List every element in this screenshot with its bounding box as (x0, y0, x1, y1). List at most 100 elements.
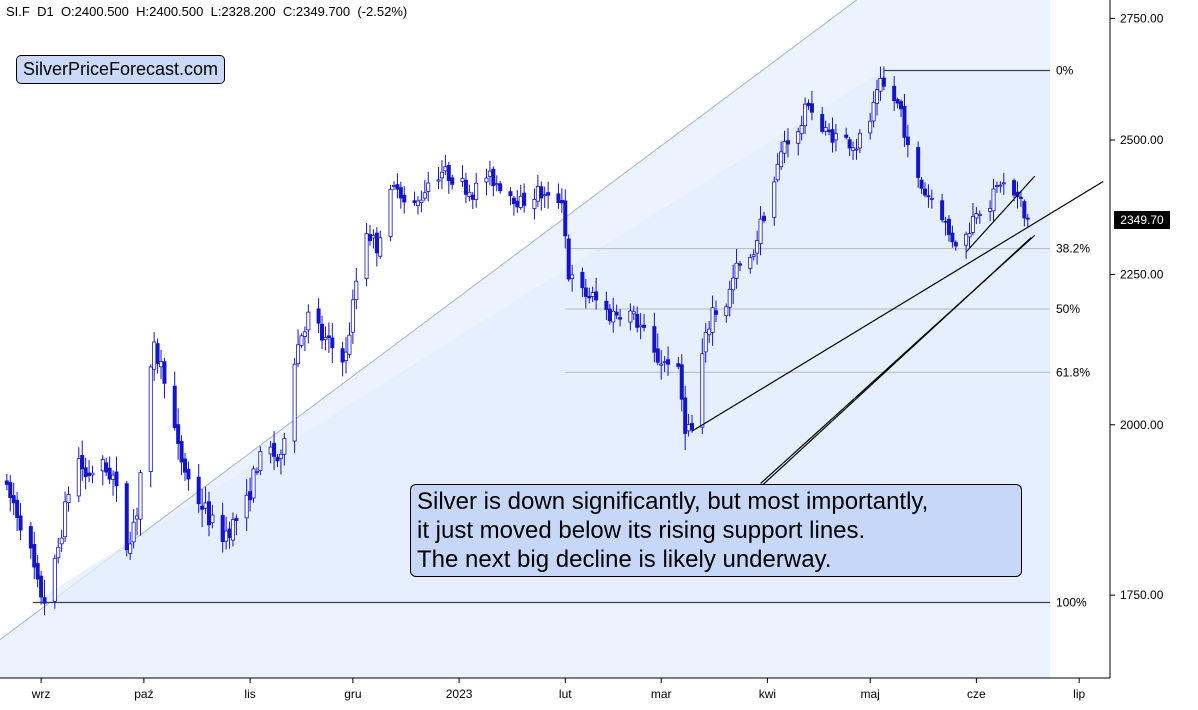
candle-bullish (152, 341, 157, 370)
candle-bullish (518, 195, 523, 208)
x-tick-label: wrz (31, 687, 51, 701)
candle-bullish (796, 131, 801, 144)
candle-bearish (446, 164, 451, 182)
annotation-line-1: Silver is down significantly, but most i… (417, 488, 929, 515)
candle-bearish (87, 472, 92, 477)
trend-channel-line (0, 0, 857, 641)
candle-bearish (563, 200, 568, 237)
annotation-line-2: it just moved below its rising support l… (417, 517, 866, 544)
candle-bearish (374, 232, 379, 254)
x-tick-label: maj (861, 687, 880, 701)
candle-bullish (988, 207, 993, 212)
candle-bearish (604, 300, 609, 310)
candle-bearish (227, 528, 232, 538)
candle-bearish (1022, 201, 1027, 219)
candle-bearish (881, 77, 886, 87)
candle-bearish (39, 575, 44, 598)
candle-bullish (111, 474, 116, 480)
candle-bullish (76, 458, 81, 497)
candle-bullish (542, 194, 547, 197)
candle-bearish (104, 462, 109, 473)
candle-bearish (642, 324, 647, 328)
candle-bullish (230, 519, 235, 541)
candle-bullish (391, 185, 396, 187)
annotation-box: Silver is down significantly, but most i… (410, 484, 1022, 577)
support-line (760, 237, 1032, 488)
candle-bullish (90, 472, 95, 476)
candle-bullish (436, 179, 441, 182)
candle-bearish (162, 361, 167, 384)
candle-bullish (611, 310, 616, 323)
candle-bullish (929, 197, 934, 200)
candle-bullish (135, 515, 140, 520)
candle-bearish (820, 114, 825, 132)
change-value: (-2.52%) (357, 4, 408, 19)
candle-bullish (570, 274, 575, 279)
candle-bearish (1025, 217, 1030, 220)
fibonacci-layer: 0% 38.2% 50% 61.8% 100% (33, 64, 1090, 609)
candle-bearish (32, 544, 37, 568)
candle-bullish (66, 494, 71, 504)
candle-bearish (895, 99, 900, 104)
candle-bearish (4, 480, 9, 485)
candle-bullish (474, 182, 479, 201)
candle-bullish (799, 125, 804, 135)
candle-bullish (970, 215, 975, 233)
candle-bearish (806, 102, 811, 107)
candle-bearish (919, 179, 924, 189)
fibonacci-area (33, 70, 1051, 603)
candle-bullish (772, 181, 777, 218)
candle-bearish (666, 359, 671, 365)
candle-bearish (491, 168, 496, 187)
candle-bearish (827, 129, 832, 133)
candle-bullish (868, 120, 873, 134)
candle-bearish (275, 456, 280, 462)
candle-bullish (1001, 182, 1006, 185)
candle-bearish (272, 442, 277, 457)
candle-bullish (210, 514, 215, 524)
candle-bullish (659, 363, 664, 366)
candle-bearish (200, 505, 205, 510)
axis-layer: 1750.00 2000.00 2250.00 2500.00 2750.00 wrz pa… (0, 0, 1164, 701)
candle-bullish (977, 214, 982, 216)
support-line (965, 175, 1036, 253)
symbol-label: SI.F (6, 4, 30, 19)
candle-bearish (655, 348, 660, 363)
candle-bullish (662, 361, 667, 364)
candle-bullish (350, 299, 355, 333)
candle-bullish (991, 188, 996, 212)
candle-bearish (690, 423, 695, 431)
candle-bullish (388, 188, 393, 237)
candle-bullish (59, 537, 64, 545)
candle-bullish (443, 166, 448, 172)
candle-bullish (159, 361, 164, 368)
candle-bearish (206, 501, 211, 526)
candle-bullish (686, 424, 691, 432)
candle-bearish (926, 195, 931, 198)
candle-bearish (940, 200, 945, 221)
x-tick-label: mar (651, 687, 672, 701)
candle-bullish (268, 446, 273, 455)
candle-bearish (950, 232, 955, 243)
candle-bearish (635, 314, 640, 328)
candle-bearish (785, 140, 790, 145)
candle-bearish (35, 563, 40, 580)
candle-bullish (731, 277, 736, 291)
x-tick-label: paź (134, 687, 153, 701)
candle-bullish (710, 307, 715, 333)
high-value: H:2400.500 (136, 4, 204, 19)
candle-bearish (326, 335, 331, 338)
candle-bearish (679, 364, 684, 400)
candle-bullish (138, 472, 143, 520)
candle-bearish (902, 105, 907, 138)
candle-bullish (857, 132, 862, 149)
candle-bearish (320, 323, 325, 341)
candle-bearish (83, 467, 88, 477)
candle-bearish (155, 343, 160, 364)
candle-bearish (652, 326, 657, 353)
candle-bearish (614, 311, 619, 316)
candle-bullish (974, 213, 979, 219)
support-lines-layer (691, 175, 1104, 488)
candle-bearish (196, 476, 201, 505)
